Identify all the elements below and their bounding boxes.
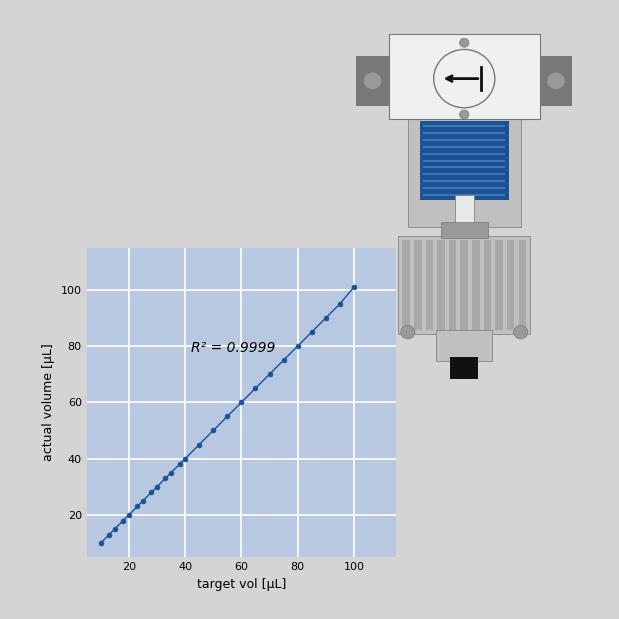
X-axis label: target vol [µL]: target vol [µL] (197, 578, 286, 591)
Circle shape (363, 72, 382, 90)
Circle shape (514, 326, 528, 339)
Y-axis label: actual volume [µL]: actual volume [µL] (42, 344, 55, 461)
Bar (389, 33, 540, 119)
Circle shape (547, 72, 565, 90)
Bar (472, 240, 480, 330)
Circle shape (459, 110, 469, 119)
Bar (436, 330, 493, 361)
Bar (449, 240, 456, 330)
Bar (414, 240, 422, 330)
Bar (408, 115, 521, 227)
Bar (455, 196, 474, 227)
Bar (420, 121, 509, 200)
Bar (399, 236, 530, 334)
Circle shape (459, 38, 469, 47)
Bar (450, 357, 478, 379)
Bar (483, 240, 491, 330)
Circle shape (434, 50, 495, 108)
Bar (441, 222, 488, 238)
Text: R² = 0.9999: R² = 0.9999 (191, 340, 275, 355)
Circle shape (400, 326, 415, 339)
Bar (437, 240, 445, 330)
Bar (426, 240, 433, 330)
Bar (461, 240, 468, 330)
Bar (495, 240, 503, 330)
Bar (402, 240, 410, 330)
Bar (519, 240, 526, 330)
Bar (507, 240, 514, 330)
Bar (540, 56, 573, 105)
Bar (356, 56, 389, 105)
